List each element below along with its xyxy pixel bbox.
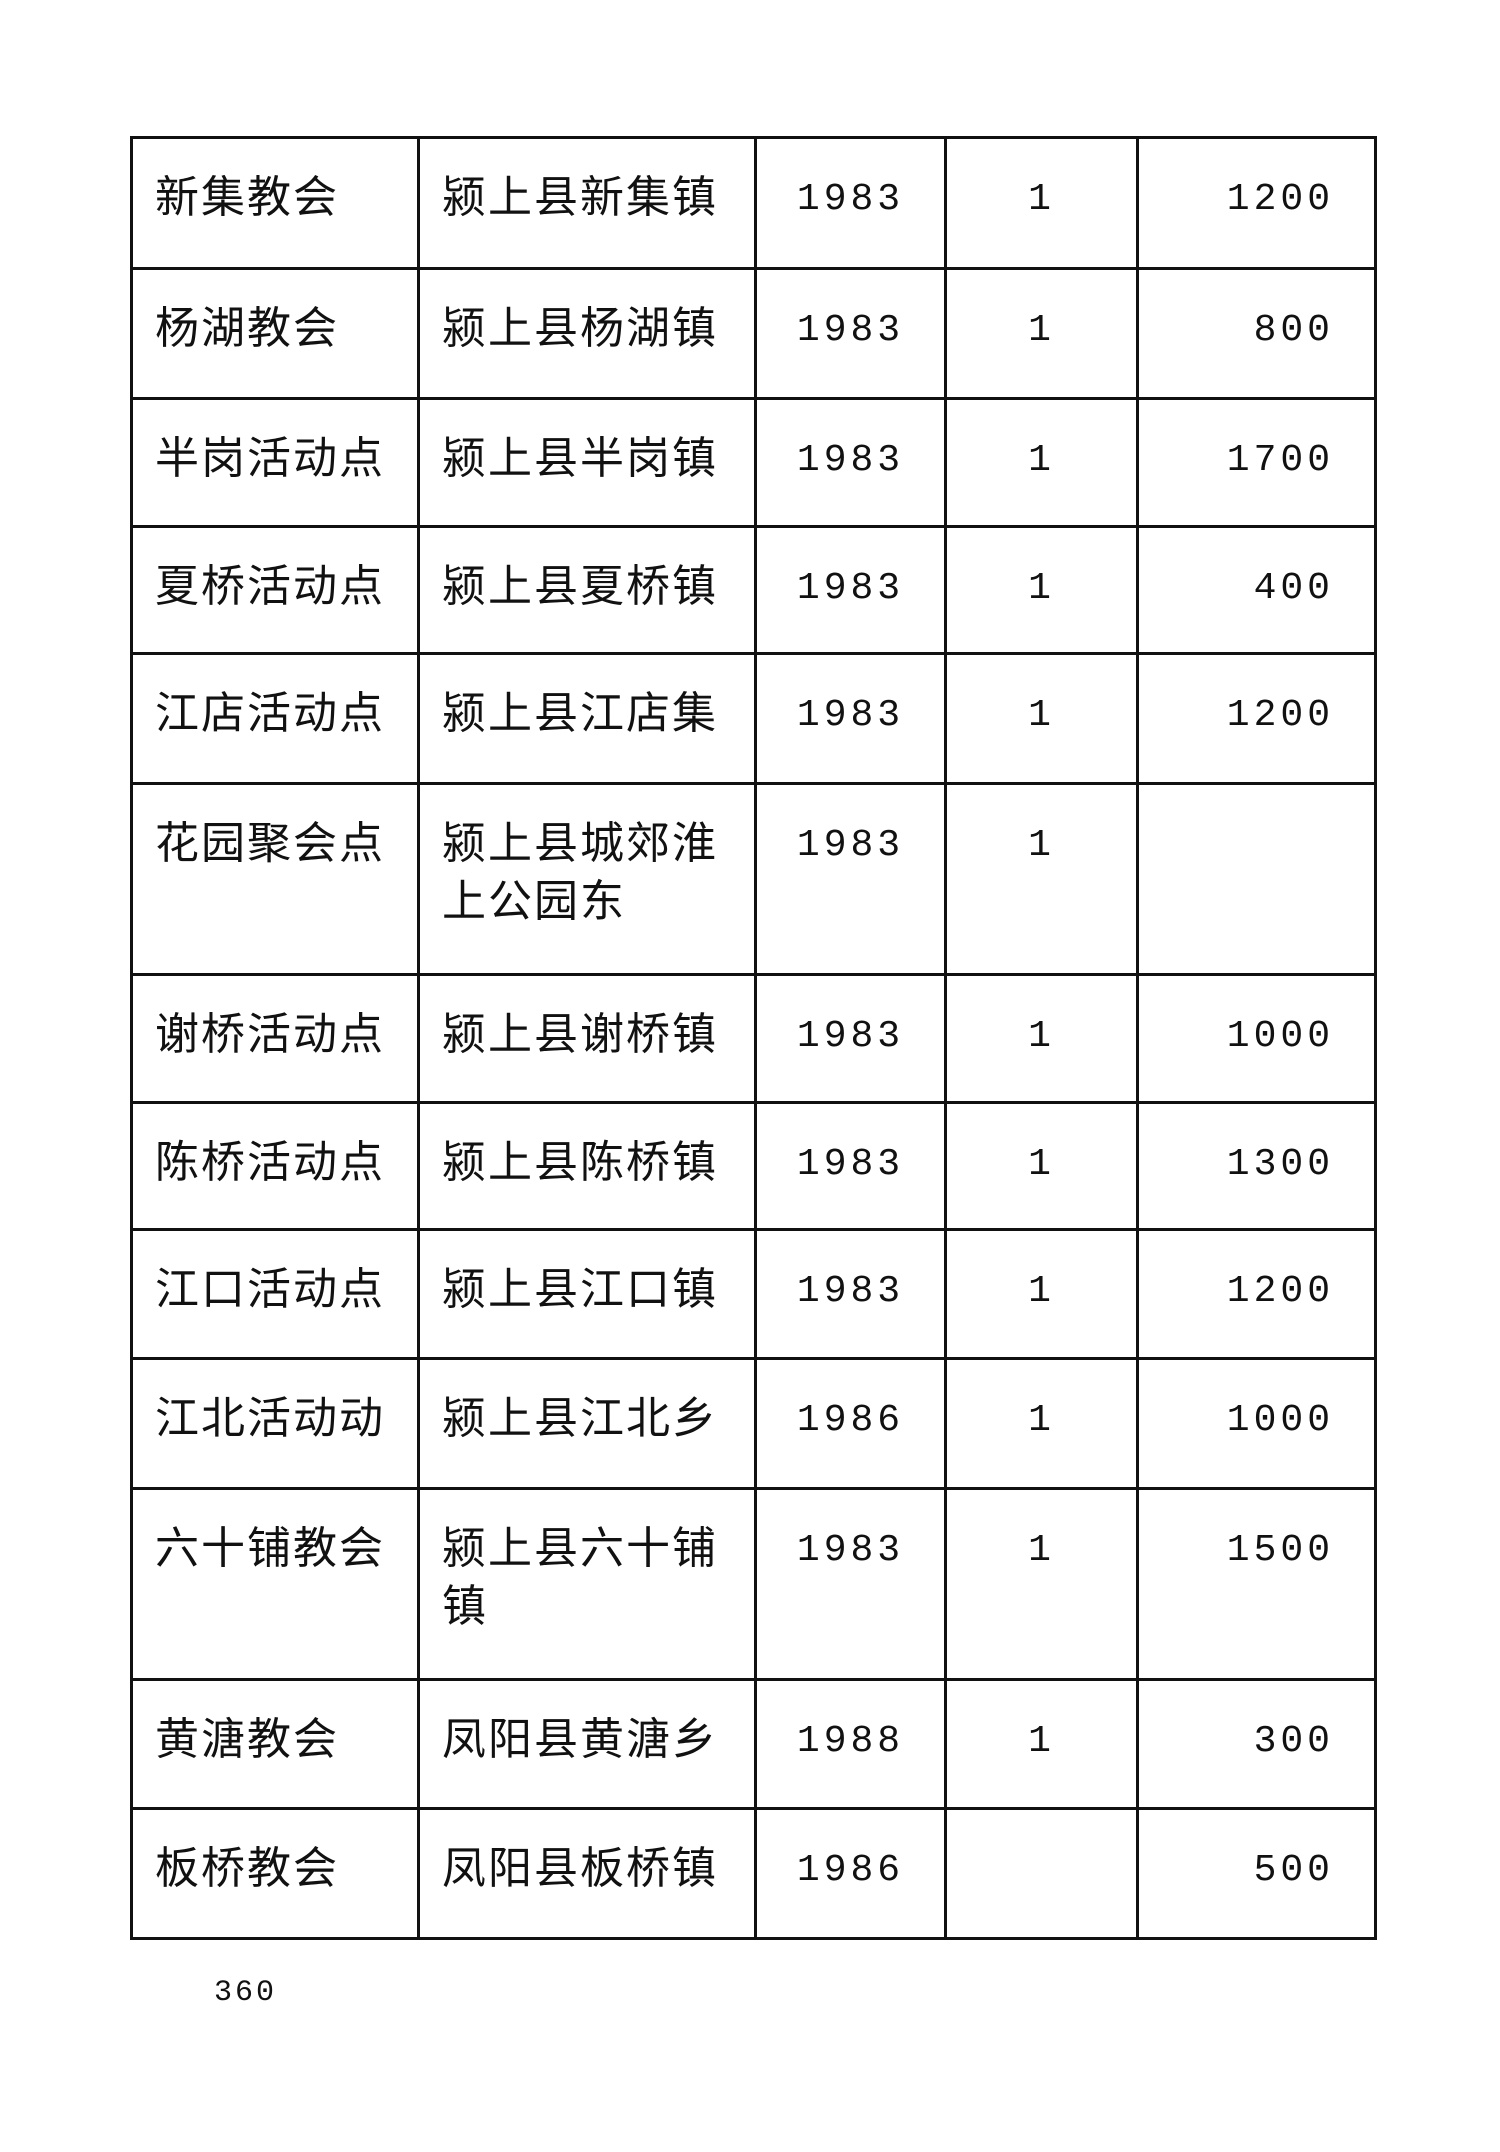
name-cell: 黄溏教会 <box>130 1678 420 1810</box>
members-cell: 400 <box>1136 525 1377 655</box>
count-cell: 1 <box>944 1678 1139 1810</box>
table-row: 陈桥活动点 颍上县陈桥镇 1983 1 1300 <box>130 1101 1377 1231</box>
table-row: 新集教会 颍上县新集镇 1983 1 1200 <box>130 136 1377 270</box>
members-cell: 500 <box>1136 1807 1377 1940</box>
location-cell: 颍上县江北乡 <box>417 1357 757 1490</box>
location-cell: 颍上县半岗镇 <box>417 397 757 528</box>
members-cell: 1000 <box>1136 973 1377 1104</box>
location-cell: 凤阳县板桥镇 <box>417 1807 757 1940</box>
count-cell: 1 <box>944 652 1139 785</box>
year-cell: 1988 <box>754 1678 947 1810</box>
year-cell: 1983 <box>754 525 947 655</box>
name-cell: 板桥教会 <box>130 1807 420 1940</box>
table-row: 江北活动动 颍上县江北乡 1986 1 1000 <box>130 1357 1377 1490</box>
table-row: 谢桥活动点 颍上县谢桥镇 1983 1 1000 <box>130 973 1377 1104</box>
members-cell: 1200 <box>1136 136 1377 270</box>
count-cell: 1 <box>944 1228 1139 1360</box>
year-cell: 1983 <box>754 1101 947 1231</box>
location-cell: 颍上县陈桥镇 <box>417 1101 757 1231</box>
name-cell: 六十铺教会 <box>130 1487 420 1681</box>
name-cell: 新集教会 <box>130 136 420 270</box>
location-cell: 颍上县六十铺镇 <box>417 1487 757 1681</box>
year-cell: 1983 <box>754 652 947 785</box>
year-cell: 1986 <box>754 1357 947 1490</box>
name-cell: 杨湖教会 <box>130 267 420 400</box>
members-cell: 1200 <box>1136 1228 1377 1360</box>
church-table: 新集教会 颍上县新集镇 1983 1 1200 杨湖教会 颍上县杨湖镇 1983 1 800 半岗活… <box>130 136 1377 1940</box>
count-cell: 1 <box>944 1101 1139 1231</box>
members-cell: 1500 <box>1136 1487 1377 1681</box>
name-cell: 夏桥活动点 <box>130 525 420 655</box>
name-cell: 半岗活动点 <box>130 397 420 528</box>
location-cell: 颍上县杨湖镇 <box>417 267 757 400</box>
year-cell: 1983 <box>754 267 947 400</box>
count-cell: 1 <box>944 1487 1139 1681</box>
year-cell: 1983 <box>754 1487 947 1681</box>
table-row: 半岗活动点 颍上县半岗镇 1983 1 1700 <box>130 397 1377 528</box>
members-cell: 300 <box>1136 1678 1377 1810</box>
count-cell <box>944 1807 1139 1940</box>
name-cell: 江店活动点 <box>130 652 420 785</box>
table-row: 板桥教会 凤阳县板桥镇 1986 500 <box>130 1807 1377 1940</box>
name-cell: 谢桥活动点 <box>130 973 420 1104</box>
table-row: 夏桥活动点 颍上县夏桥镇 1983 1 400 <box>130 525 1377 655</box>
members-cell <box>1136 782 1377 976</box>
name-cell: 陈桥活动点 <box>130 1101 420 1231</box>
members-cell: 1300 <box>1136 1101 1377 1231</box>
table-row: 花园聚会点 颍上县城郊淮上公园东 1983 1 <box>130 782 1377 976</box>
name-cell: 花园聚会点 <box>130 782 420 976</box>
year-cell: 1983 <box>754 1228 947 1360</box>
count-cell: 1 <box>944 973 1139 1104</box>
location-cell: 颍上县新集镇 <box>417 136 757 270</box>
table-row: 江口活动点 颍上县江口镇 1983 1 1200 <box>130 1228 1377 1360</box>
count-cell: 1 <box>944 1357 1139 1490</box>
location-cell: 颍上县谢桥镇 <box>417 973 757 1104</box>
year-cell: 1986 <box>754 1807 947 1940</box>
location-cell: 颍上县江店集 <box>417 652 757 785</box>
count-cell: 1 <box>944 267 1139 400</box>
year-cell: 1983 <box>754 136 947 270</box>
location-cell: 颍上县江口镇 <box>417 1228 757 1360</box>
table-row: 黄溏教会 凤阳县黄溏乡 1988 1 300 <box>130 1678 1377 1810</box>
members-cell: 800 <box>1136 267 1377 400</box>
members-cell: 1700 <box>1136 397 1377 528</box>
page-content: 新集教会 颍上县新集镇 1983 1 1200 杨湖教会 颍上县杨湖镇 1983 1 800 半岗活… <box>130 136 1377 2011</box>
table-row: 江店活动点 颍上县江店集 1983 1 1200 <box>130 652 1377 785</box>
table-row: 杨湖教会 颍上县杨湖镇 1983 1 800 <box>130 267 1377 400</box>
count-cell: 1 <box>944 397 1139 528</box>
year-cell: 1983 <box>754 782 947 976</box>
location-cell: 凤阳县黄溏乡 <box>417 1678 757 1810</box>
location-cell: 颍上县城郊淮上公园东 <box>417 782 757 976</box>
year-cell: 1983 <box>754 397 947 528</box>
members-cell: 1000 <box>1136 1357 1377 1490</box>
count-cell: 1 <box>944 525 1139 655</box>
members-cell: 1200 <box>1136 652 1377 785</box>
name-cell: 江口活动点 <box>130 1228 420 1360</box>
page-number: 360 <box>214 1976 278 2010</box>
location-cell: 颍上县夏桥镇 <box>417 525 757 655</box>
table-row: 六十铺教会 颍上县六十铺镇 1983 1 1500 <box>130 1487 1377 1681</box>
count-cell: 1 <box>944 782 1139 976</box>
count-cell: 1 <box>944 136 1139 270</box>
name-cell: 江北活动动 <box>130 1357 420 1490</box>
year-cell: 1983 <box>754 973 947 1104</box>
